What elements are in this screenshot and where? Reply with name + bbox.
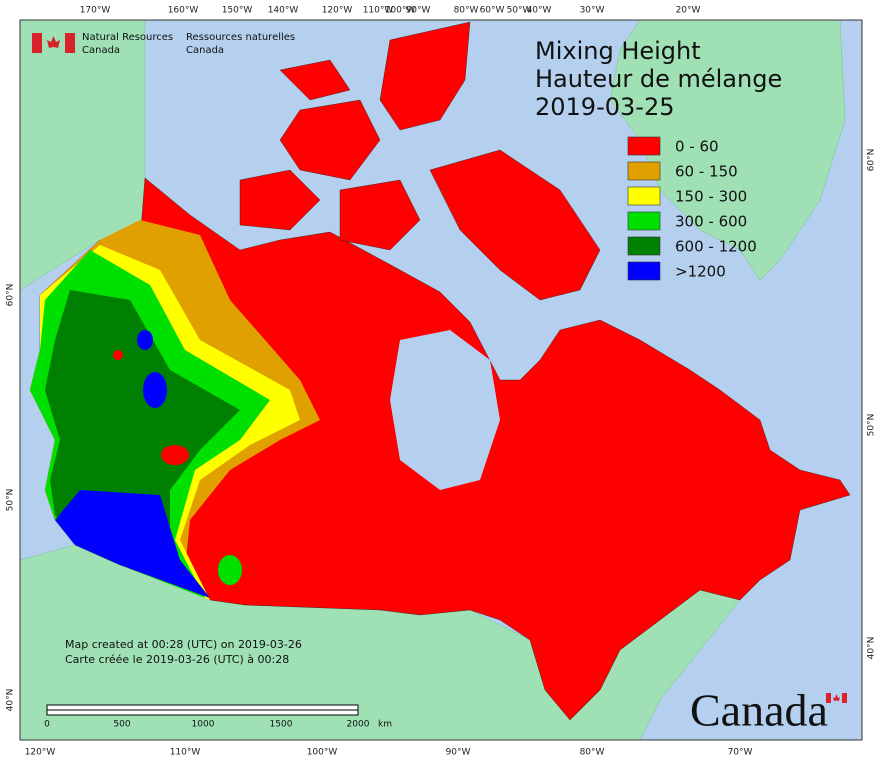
graticule-label: 60°N <box>867 149 877 172</box>
graticule-label: 170°W <box>80 6 111 16</box>
legend-swatch <box>627 211 661 231</box>
legend-swatch <box>627 261 661 281</box>
graticule-label: 110°W <box>363 6 394 16</box>
graticule-label: 50°W <box>507 6 532 16</box>
mixing-height-field <box>30 220 320 600</box>
graticule-label: 160°W <box>168 6 199 16</box>
map-frame <box>19 19 863 741</box>
graticule-label: 80°W <box>454 6 479 16</box>
graticule-label: 100°W <box>385 6 416 16</box>
hudson-bay <box>390 330 500 490</box>
legend-swatch <box>627 161 661 181</box>
org-fr: Ressources naturelles <box>186 32 295 43</box>
org-en: Canada <box>82 45 120 56</box>
legend-swatch <box>627 236 661 256</box>
title: Mixing Height <box>535 37 701 65</box>
legend-label: 300 - 600 <box>675 213 747 231</box>
graticule-label: 50°N <box>6 489 16 512</box>
legend-swatch <box>627 186 661 206</box>
graticule-label: 30°W <box>580 6 605 16</box>
title: Hauteur de mélange <box>535 65 782 93</box>
legend-label: 0 - 60 <box>675 138 719 156</box>
graticule-label: 40°N <box>6 689 16 712</box>
graticule-label: 60°W <box>480 6 505 16</box>
legend-label: 600 - 1200 <box>675 238 757 256</box>
graticule-label: 120°W <box>322 6 353 16</box>
wordmark: Canada <box>690 685 828 736</box>
legend-swatch <box>627 136 661 156</box>
org-fr: Canada <box>186 45 224 56</box>
graticule-label: 90°W <box>406 6 431 16</box>
scale-label: 1500 <box>270 720 293 730</box>
government-logo <box>32 33 75 53</box>
legend-label: 150 - 300 <box>675 188 747 206</box>
graticule-label: 70°W <box>728 748 753 758</box>
graticule-label: 60°N <box>6 284 16 307</box>
graticule-label: 40°W <box>527 6 552 16</box>
scale-label: 0 <box>44 720 50 730</box>
scale-label: 500 <box>113 720 130 730</box>
graticule-label: 110°W <box>170 748 201 758</box>
scale-unit: km <box>378 720 392 730</box>
graticule-label: 80°W <box>580 748 605 758</box>
graticule-label: 50°N <box>867 414 877 437</box>
footnote: Map created at 00:28 (UTC) on 2019-03-26 <box>65 638 302 651</box>
graticule-label: 100°W <box>307 748 338 758</box>
legend-label: 60 - 150 <box>675 163 738 181</box>
graticule-label: 150°W <box>222 6 253 16</box>
graticule-label: 40°N <box>867 637 877 660</box>
legend-label: >1200 <box>675 263 726 281</box>
scale-label: 1000 <box>192 720 215 730</box>
graticule-label: 140°W <box>268 6 299 16</box>
graticule-label: 90°W <box>446 748 471 758</box>
scale-label: 2000 <box>347 720 370 730</box>
wordmark-flag <box>826 693 847 703</box>
title: 2019-03-25 <box>535 93 674 121</box>
graticule-label: 120°W <box>25 748 56 758</box>
scale-bar <box>46 704 359 716</box>
graticule-label: 20°W <box>676 6 701 16</box>
org-en: Natural Resources <box>82 32 173 43</box>
footnote: Carte créée le 2019-03-26 (UTC) à 00:28 <box>65 653 289 666</box>
